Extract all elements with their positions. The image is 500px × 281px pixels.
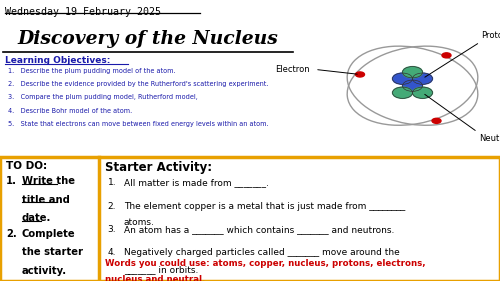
- Text: activity.: activity.: [22, 266, 67, 276]
- Text: 4.: 4.: [108, 248, 116, 257]
- Circle shape: [412, 73, 432, 84]
- Text: 5.   State that electrons can move between fixed energy levels within an atom.: 5. State that electrons can move between…: [8, 121, 268, 127]
- Circle shape: [392, 73, 412, 84]
- Text: An atom has a _______ which contains _______ and neutrons.: An atom has a _______ which contains ___…: [124, 225, 394, 234]
- Text: 1.: 1.: [108, 178, 116, 187]
- Text: 3.   Compare the plum pudding model, Rutherford model,: 3. Compare the plum pudding model, Ruthe…: [8, 94, 197, 100]
- Circle shape: [402, 67, 422, 78]
- Text: Learning Objectives:: Learning Objectives:: [5, 56, 110, 65]
- Text: 2.: 2.: [108, 202, 116, 211]
- Text: The element copper is a metal that is just made from ________: The element copper is a metal that is ju…: [124, 202, 405, 211]
- Text: 1.: 1.: [6, 176, 17, 187]
- Text: Write the: Write the: [22, 176, 75, 187]
- Text: Negatively charged particles called _______ move around the: Negatively charged particles called ____…: [124, 248, 400, 257]
- Circle shape: [402, 80, 422, 91]
- Text: nucleus and neutral.: nucleus and neutral.: [105, 275, 206, 281]
- Text: Discovery of the Nucleus: Discovery of the Nucleus: [17, 30, 278, 47]
- Text: date.: date.: [22, 213, 52, 223]
- Text: Proton: Proton: [482, 31, 500, 40]
- Text: Words you could use: atoms, copper, nucleus, protons, electrons,: Words you could use: atoms, copper, nucl…: [105, 259, 426, 268]
- Text: TO DO:: TO DO:: [6, 161, 47, 171]
- Text: Complete: Complete: [22, 229, 76, 239]
- Circle shape: [442, 53, 451, 58]
- Text: Neutron: Neutron: [479, 134, 500, 143]
- Circle shape: [392, 87, 412, 98]
- Text: atoms.: atoms.: [124, 218, 155, 227]
- Text: 4.   Describe Bohr model of the atom.: 4. Describe Bohr model of the atom.: [8, 108, 132, 114]
- Text: Wednesday 19 February 2025: Wednesday 19 February 2025: [5, 7, 161, 17]
- Circle shape: [432, 118, 441, 123]
- FancyBboxPatch shape: [0, 157, 500, 281]
- Text: 1.   Describe the plum pudding model of the atom.: 1. Describe the plum pudding model of th…: [8, 68, 175, 74]
- Text: 2.: 2.: [6, 229, 17, 239]
- Text: Starter Activity:: Starter Activity:: [105, 161, 212, 174]
- Text: Electron: Electron: [275, 65, 310, 74]
- Circle shape: [356, 72, 364, 77]
- Text: All matter is made from _______.: All matter is made from _______.: [124, 178, 269, 187]
- Text: 3.: 3.: [108, 225, 116, 234]
- Circle shape: [412, 87, 432, 98]
- Text: 2.   Describe the evidence provided by the Rutherford's scattering experiment.: 2. Describe the evidence provided by the…: [8, 81, 268, 87]
- Text: title and: title and: [22, 195, 70, 205]
- Text: _______ in orbits.: _______ in orbits.: [124, 265, 198, 274]
- Text: the starter: the starter: [22, 247, 83, 257]
